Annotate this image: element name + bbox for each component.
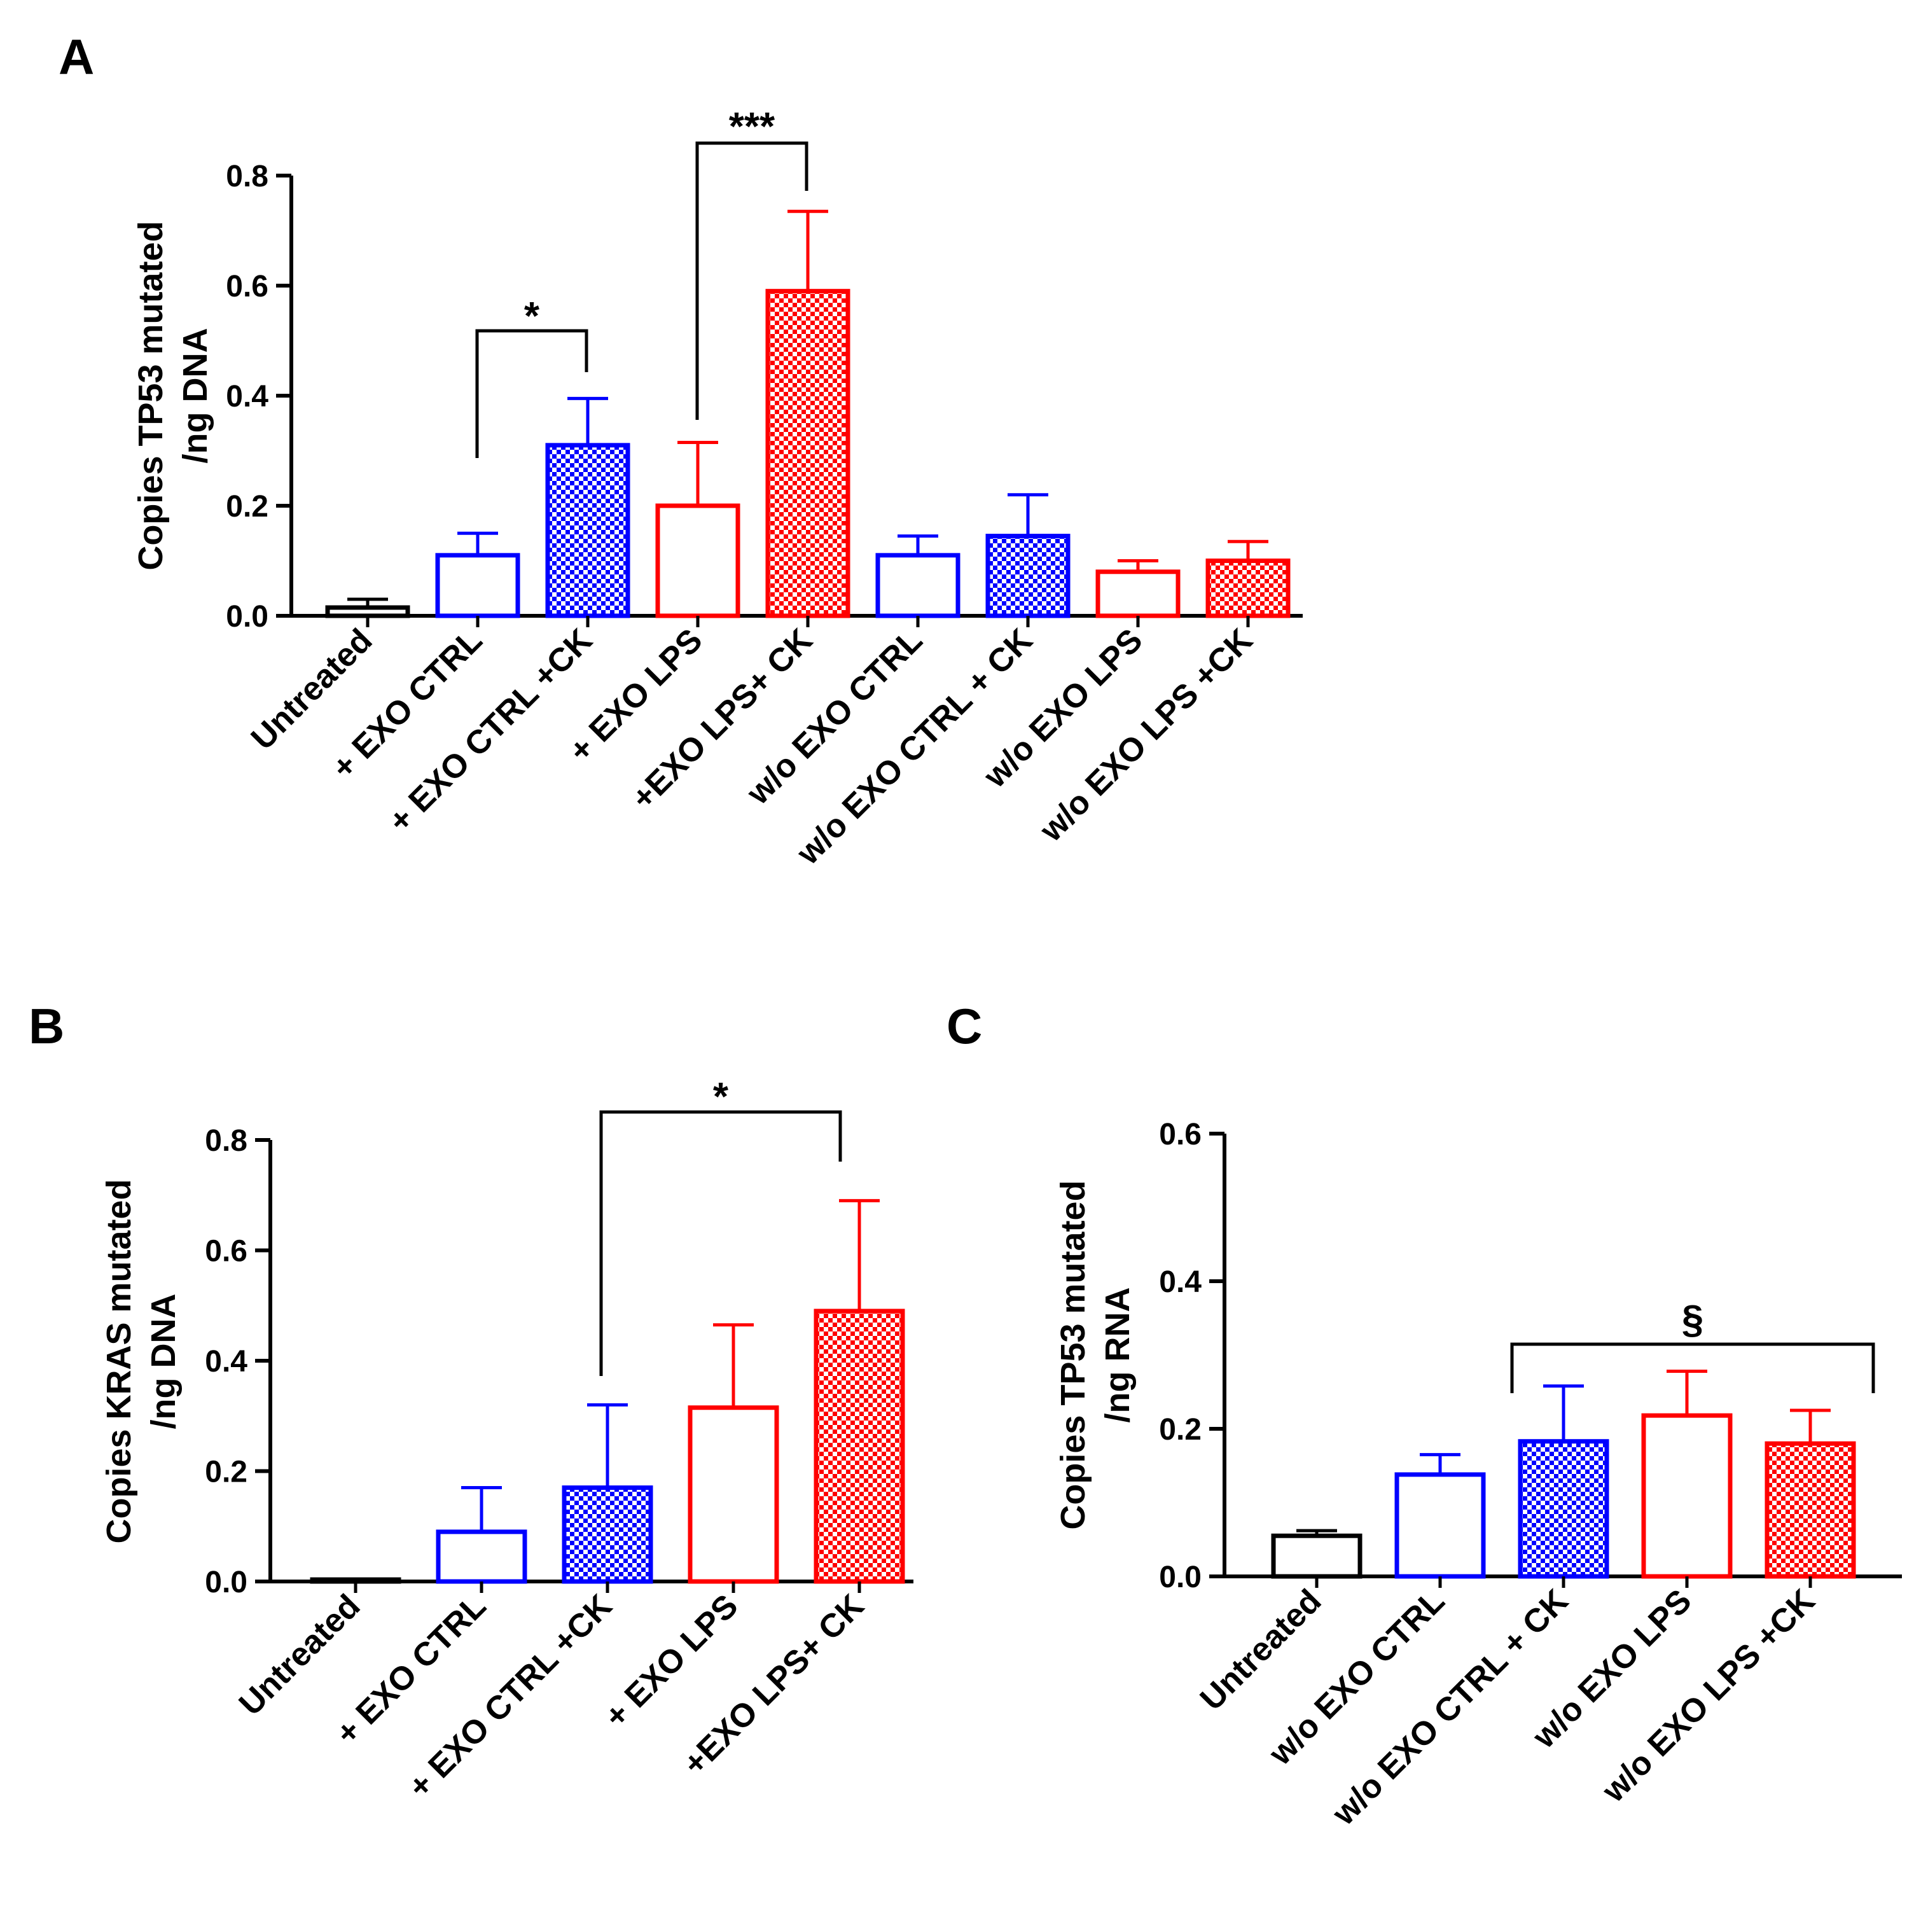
bar [655, 503, 740, 618]
bar [765, 289, 850, 618]
bar [1205, 559, 1291, 618]
bar [435, 553, 520, 618]
y-tick-label: 0.2 [205, 1456, 247, 1489]
panel-label: A [59, 29, 94, 85]
bar [1394, 1472, 1486, 1579]
y-tick-label: 0.8 [226, 160, 268, 193]
significance-bracket [599, 1110, 842, 1376]
significance-label: * [524, 295, 540, 338]
y-tick-label: 0.6 [1159, 1118, 1202, 1151]
significance-bracket [695, 141, 808, 420]
bar [1518, 1439, 1609, 1579]
panel-label: C [947, 998, 982, 1054]
x-tick-label: w/o EXO LPS +CK [1032, 622, 1260, 849]
bar [875, 553, 961, 618]
y-tick-label: 0.2 [1159, 1413, 1202, 1447]
significance-label: *** [729, 105, 775, 149]
y-tick-label: 0.4 [1159, 1265, 1202, 1299]
y-tick-label: 0.0 [226, 600, 268, 634]
x-tick-label: + EXO CTRL +CK [382, 622, 600, 840]
y-tick-label: 0.0 [1159, 1560, 1202, 1594]
y-axis-title: Copies TP53 mutated [1054, 1180, 1092, 1529]
y-tick-label: 0.8 [205, 1124, 247, 1158]
y-axis-title: Copies TP53 mutated [132, 221, 170, 570]
bar [436, 1529, 527, 1584]
x-tick-label: w/o EXO CTRL + CK [1325, 1582, 1576, 1833]
bar [1271, 1533, 1363, 1579]
y-tick-label: 0.4 [226, 380, 268, 414]
y-axis-title: Copies KRAS mutated [100, 1179, 138, 1543]
bar [1095, 569, 1181, 618]
bar [1641, 1413, 1733, 1579]
panel-label: B [29, 998, 64, 1054]
bar [562, 1485, 653, 1584]
y-axis-title: /ng DNA [176, 328, 214, 464]
significance-bracket [475, 329, 588, 458]
panel-c-chart: C Copies TP53 mutated/ng RNA 0.0 0.2 0.4 0.6 U… [947, 998, 1902, 1833]
panel-a-chart: A Copies TP53 mutated/ng DNA 0.0 0.2 0.4 0.6 0… [59, 29, 1303, 872]
significance-label: * [713, 1075, 729, 1119]
y-tick-label: 0.4 [205, 1345, 247, 1379]
y-axis-title: /ng RNA [1099, 1288, 1137, 1423]
significance-bracket [1510, 1342, 1875, 1393]
y-tick-label: 0.6 [205, 1235, 247, 1268]
panel-b-chart: B Copies KRAS mutated/ng DNA 0.0 0.2 0.4 0.6 0… [29, 998, 913, 1805]
x-tick-label: Untreated [232, 1587, 368, 1723]
y-tick-label: 0.0 [205, 1566, 247, 1599]
bar [814, 1309, 905, 1584]
x-tick-label: w/o EXO LPS +CK [1595, 1582, 1822, 1810]
bar [688, 1405, 779, 1584]
bar [310, 1577, 401, 1584]
bar [985, 534, 1071, 618]
significance-label: § [1682, 1298, 1703, 1342]
x-tick-label: Untreated [1193, 1582, 1329, 1718]
y-axis-title: /ng DNA [144, 1294, 183, 1429]
bar [325, 605, 410, 618]
y-tick-label: 0.2 [226, 490, 268, 524]
bar [545, 443, 630, 618]
bar [1765, 1441, 1856, 1579]
y-tick-label: 0.6 [226, 270, 268, 303]
